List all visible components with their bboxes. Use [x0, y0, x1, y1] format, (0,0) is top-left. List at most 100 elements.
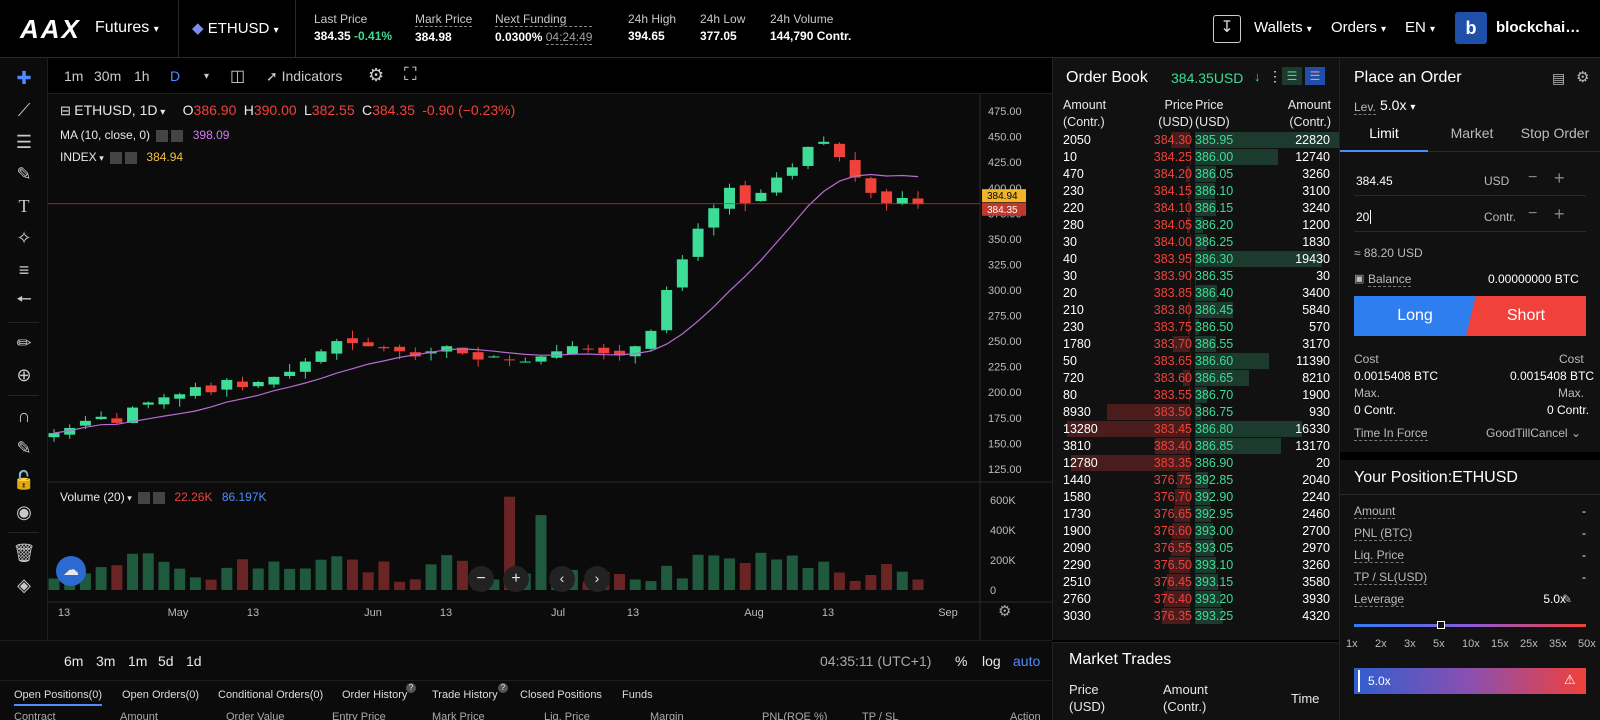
leverage-input-bar[interactable]: 5.0x ⚠: [1354, 668, 1586, 694]
chart-symbol[interactable]: ETHUSD, 1D: [74, 102, 158, 118]
orderbook-row[interactable]: 12780 383.35 386.90 20: [1053, 455, 1340, 472]
edit-icon[interactable]: ✎: [1562, 592, 1573, 606]
orderbook-row[interactable]: 280 384.05 386.20 1200: [1053, 217, 1340, 234]
decrease-qty-icon[interactable]: −: [1528, 205, 1538, 222]
trend-line-icon[interactable]: ⟋: [17, 99, 31, 120]
fib-tool-icon[interactable]: ☰: [15, 131, 33, 152]
tab-conditional-orders[interactable]: Conditional Orders(0): [218, 689, 324, 701]
leverage-tick-label[interactable]: 1x: [1346, 638, 1358, 650]
settings-gear-icon[interactable]: ⚙: [368, 65, 385, 85]
long-button[interactable]: Long: [1354, 296, 1476, 336]
decrease-price-icon[interactable]: −: [1528, 169, 1538, 186]
orders-menu[interactable]: Orders ▾: [1331, 19, 1387, 36]
tab-stop-order[interactable]: Stop Order: [1520, 125, 1590, 141]
wallets-menu[interactable]: Wallets ▾: [1254, 19, 1312, 36]
axis-settings-icon[interactable]: ⚙: [998, 603, 1012, 620]
tab-closed-positions[interactable]: Closed Positions: [520, 689, 602, 701]
leverage-slider-handle[interactable]: [1437, 621, 1445, 629]
help-icon[interactable]: ?: [406, 683, 416, 693]
orderbook-row[interactable]: 40 383.95 386.30 19430: [1053, 251, 1340, 268]
increase-qty-icon[interactable]: +: [1554, 204, 1565, 224]
brush-icon[interactable]: ✎: [16, 163, 32, 184]
price-input[interactable]: 384.45: [1356, 174, 1393, 188]
range-1d[interactable]: 1d: [186, 653, 202, 669]
split-view-icon[interactable]: ☰: [1305, 67, 1325, 85]
tab-limit[interactable]: Limit: [1340, 122, 1428, 152]
candle-type-icon[interactable]: ◫: [230, 68, 246, 85]
orderbook-row[interactable]: 2510 376.45 393.15 3580: [1053, 574, 1340, 591]
interval-1m[interactable]: 1m: [64, 68, 84, 84]
list-view-icon[interactable]: ☰: [1282, 67, 1302, 85]
tab-order-history[interactable]: Order History: [342, 689, 408, 701]
language-menu[interactable]: EN ▾: [1405, 19, 1436, 36]
settings-icon[interactable]: [110, 151, 123, 164]
orderbook-row[interactable]: 210 383.80 386.45 5840: [1053, 302, 1340, 319]
orderbook-row[interactable]: 30 384.00 386.25 1830: [1053, 234, 1340, 251]
close-icon[interactable]: [171, 129, 184, 142]
orderbook-row[interactable]: 230 383.75 386.50 570: [1053, 319, 1340, 336]
tab-open-orders[interactable]: Open Orders(0): [122, 689, 200, 701]
leverage-tick-label[interactable]: 25x: [1520, 638, 1538, 650]
increase-price-icon[interactable]: +: [1554, 168, 1565, 188]
leverage-tick-label[interactable]: 35x: [1549, 638, 1567, 650]
aax-logo[interactable]: AAX: [20, 14, 81, 44]
scroll-left-icon[interactable]: ‹: [549, 566, 575, 592]
range-5d[interactable]: 5d: [158, 653, 174, 669]
orderbook-row[interactable]: 30 383.90 386.35 30: [1053, 268, 1340, 285]
settings-icon[interactable]: [138, 491, 151, 504]
orderbook-row[interactable]: 3810 383.40 386.85 13170: [1053, 438, 1340, 455]
scroll-right-icon[interactable]: ›: [584, 566, 610, 592]
leverage-tick-label[interactable]: 15x: [1491, 638, 1509, 650]
orderbook-row[interactable]: 50 383.65 386.60 11390: [1053, 353, 1340, 370]
help-icon[interactable]: ?: [498, 683, 508, 693]
close-icon[interactable]: [125, 151, 138, 164]
prediction-icon[interactable]: ≡: [18, 259, 30, 280]
interval-dropdown-icon[interactable]: ▾: [204, 71, 210, 82]
indicators-button[interactable]: ➚ Indicators: [266, 68, 343, 84]
orderbook-row[interactable]: 2090 376.55 393.05 2970: [1053, 540, 1340, 557]
tab-funds[interactable]: Funds: [622, 689, 653, 701]
orderbook-row[interactable]: 3030 376.35 393.25 4320: [1053, 608, 1340, 625]
ruler-icon[interactable]: ✏: [16, 332, 32, 353]
orderbook-row[interactable]: 2050 384.30 385.95 22820: [1053, 132, 1344, 149]
orderbook-row[interactable]: 80 383.55 386.70 1900: [1053, 387, 1340, 404]
orderbook-row[interactable]: 720 383.60 386.65 8210: [1053, 370, 1340, 387]
leverage-tick-label[interactable]: 2x: [1375, 638, 1387, 650]
leverage-tick-label[interactable]: 5x: [1433, 638, 1445, 650]
price-chart[interactable]: 475.00450.00425.00400.00375.00350.00325.…: [48, 94, 1052, 640]
auto-toggle[interactable]: auto: [1013, 653, 1041, 669]
leverage-tick-label[interactable]: 10x: [1462, 638, 1480, 650]
interval-30m[interactable]: 30m: [94, 68, 122, 84]
orderbook-row[interactable]: 1580 376.70 392.90 2240: [1053, 489, 1340, 506]
calculator-icon[interactable]: ▤: [1552, 70, 1566, 86]
orderbook-row[interactable]: 2290 376.50 393.10 3260: [1053, 557, 1340, 574]
time-in-force-select[interactable]: GoodTillCancel ⌄: [1486, 426, 1581, 440]
close-icon[interactable]: [153, 491, 166, 504]
leverage-tick-label[interactable]: 50x: [1578, 638, 1596, 650]
symbol-menu[interactable]: ◆ ETHUSD ▾: [192, 20, 279, 37]
orderbook-row[interactable]: 8930 383.50 386.75 930: [1053, 404, 1340, 421]
avatar[interactable]: b: [1455, 12, 1487, 44]
more-menu-icon[interactable]: ⋮: [1268, 68, 1282, 84]
leverage-select[interactable]: 5.0x ▾: [1380, 97, 1416, 113]
text-tool-icon[interactable]: T: [18, 195, 30, 216]
orderbook-row[interactable]: 470 384.20 386.05 3260: [1053, 166, 1340, 183]
orderbook-row[interactable]: 220 384.10 386.15 3240: [1053, 200, 1340, 217]
magnet-icon[interactable]: ∩: [17, 405, 31, 426]
short-button[interactable]: Short: [1466, 296, 1586, 336]
tab-open-positions[interactable]: Open Positions(0): [14, 689, 103, 706]
orderbook-row[interactable]: 1780 383.70 386.55 3170: [1053, 336, 1340, 353]
orderbook-row[interactable]: 1440 376.75 392.85 2040: [1053, 472, 1340, 489]
tab-trade-history[interactable]: Trade History: [432, 689, 498, 701]
product-menu[interactable]: Futures ▾: [95, 19, 159, 36]
interval-1h[interactable]: 1h: [134, 68, 150, 84]
orderbook-row[interactable]: 2760 376.40 393.20 3930: [1053, 591, 1340, 608]
range-1m[interactable]: 1m: [128, 653, 148, 669]
pattern-icon[interactable]: ✧: [16, 227, 32, 248]
cloud-icon[interactable]: ☁: [56, 556, 86, 586]
crosshair-icon[interactable]: ✚: [16, 67, 32, 88]
range-6m[interactable]: 6m: [64, 653, 84, 669]
orderbook-row[interactable]: 1730 376.65 392.95 2460: [1053, 506, 1340, 523]
zoom-in-icon[interactable]: ⊕: [16, 364, 32, 385]
zoom-out-icon[interactable]: −: [468, 566, 494, 592]
